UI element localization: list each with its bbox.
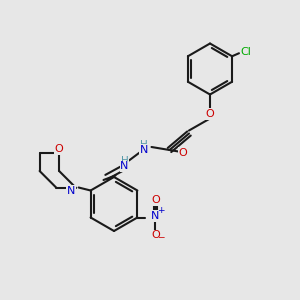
Text: O: O [178,148,188,158]
Text: N: N [151,211,160,221]
Text: N: N [120,161,129,172]
Text: −: − [157,232,164,242]
Text: O: O [151,230,160,241]
Text: O: O [55,144,64,154]
Text: H: H [140,140,148,150]
Text: O: O [206,109,214,119]
Text: +: + [157,206,164,215]
Text: H: H [121,156,128,166]
Text: Cl: Cl [241,47,252,57]
Text: N: N [67,185,75,196]
Text: N: N [140,145,148,155]
Text: O: O [151,195,160,205]
